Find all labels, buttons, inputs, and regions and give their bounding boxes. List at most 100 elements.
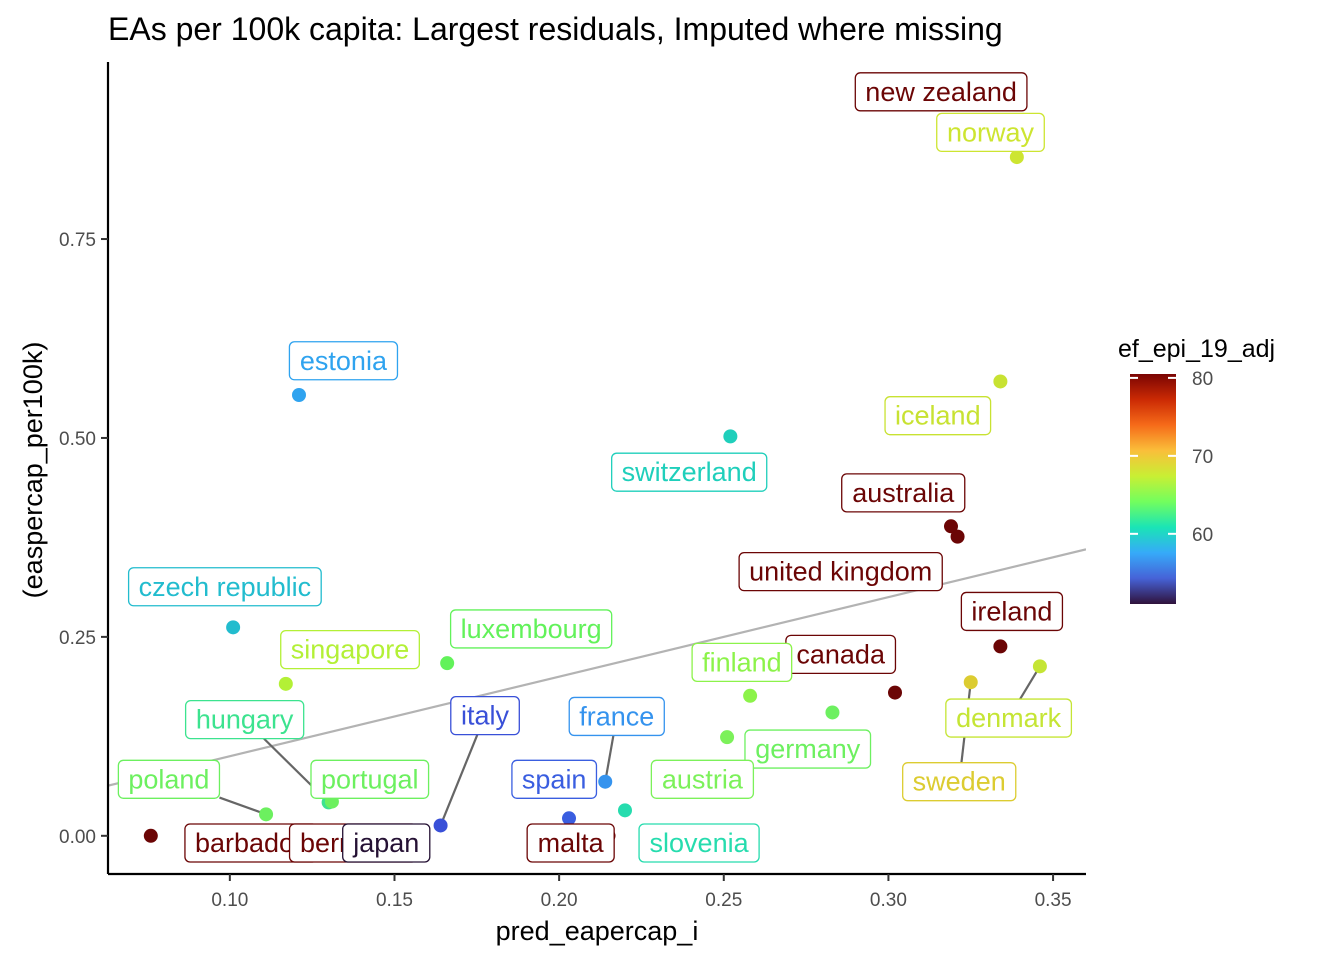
data-points [143, 92, 1047, 843]
label-poland: poland [117, 759, 221, 799]
label-text: italy [461, 701, 510, 731]
label-box [450, 696, 520, 736]
color-legend: ef_epi_19_adj 60 70 80 [1118, 335, 1275, 604]
leader-poland [219, 796, 267, 816]
label-box [902, 762, 1017, 802]
y-tick-label: 0.25 [59, 628, 96, 649]
label-text: singapore [291, 635, 410, 665]
label-box [936, 112, 1045, 153]
label-box [738, 551, 943, 592]
label-czech-republic: czech republic [127, 567, 322, 607]
point-australia [943, 519, 958, 534]
label-box [184, 699, 305, 740]
label-japan: japan [342, 823, 431, 863]
x-tick-label: 0.10 [211, 890, 248, 911]
point-slovenia [617, 803, 632, 818]
x-tick-label: 0.20 [541, 890, 578, 911]
label-singapore: singapore [280, 629, 420, 670]
x-tick-label: 0.15 [376, 890, 413, 911]
label-slovenia: slovenia [638, 823, 760, 863]
point-austria [720, 730, 735, 745]
point-italy [433, 818, 448, 833]
label-box [650, 759, 755, 799]
label-new-zealand: new zealand [854, 72, 1028, 112]
x-axis-title: pred_eapercap_i [496, 916, 699, 946]
point-united-kingdom [950, 529, 965, 544]
label-text: norway [947, 117, 1035, 147]
label-box [310, 759, 430, 799]
label-barbados: barbados [184, 823, 319, 863]
point-singapore [278, 676, 293, 691]
point-czech-republic [226, 620, 241, 635]
label-text: barbados [195, 828, 308, 858]
point-spain [562, 811, 577, 826]
label-text: slovenia [650, 828, 750, 858]
y-tick-label: 0.50 [59, 429, 96, 450]
label-box [691, 642, 793, 682]
label-text: new zealand [865, 77, 1017, 107]
point-poland [259, 807, 274, 822]
point-germany [825, 705, 840, 720]
label-finland: finland [691, 642, 793, 682]
label-box [342, 823, 431, 863]
x-tick-label: 0.30 [870, 890, 907, 911]
point-barbados [143, 828, 158, 843]
label-text: estonia [300, 346, 388, 376]
y-axis-ticks: 0.00 0.25 0.50 0.75 [59, 230, 108, 848]
label-text: portugal [321, 764, 419, 794]
y-tick-label: 0.00 [59, 827, 96, 848]
label-sweden: sweden [902, 762, 1017, 802]
label-box [638, 823, 760, 863]
label-italy: italy [450, 696, 520, 736]
point-switzerland [723, 429, 738, 444]
label-box [526, 823, 615, 863]
label-norway: norway [936, 112, 1045, 153]
legend-tick-label: 70 [1192, 447, 1213, 468]
point-ireland [993, 639, 1008, 654]
label-united-kingdom: united kingdom [738, 551, 943, 592]
point-france [598, 774, 613, 789]
point-denmark [1032, 659, 1047, 674]
x-tick-label: 0.35 [1035, 890, 1072, 911]
label-ireland: ireland [960, 591, 1064, 632]
label-switzerland: switzerland [611, 452, 768, 492]
label-text: canada [796, 639, 886, 669]
y-axis-title: (easpercap_per100k) [18, 342, 48, 599]
label-box [945, 698, 1073, 738]
label-box [611, 452, 768, 492]
label-box [127, 567, 322, 607]
legend-colorbar [1130, 374, 1176, 604]
leader-italy [439, 734, 479, 826]
label-text: czech republic [139, 572, 312, 602]
label-text: ireland [971, 596, 1052, 626]
label-text: hungary [196, 705, 294, 735]
label-germany: germany [744, 729, 872, 769]
label-box [960, 591, 1064, 632]
label-box [854, 72, 1028, 112]
label-hungary: hungary [184, 699, 305, 740]
label-austria: austria [650, 759, 755, 799]
label-france: france [568, 696, 665, 737]
label-spain: spain [511, 759, 598, 799]
label-denmark: denmark [945, 698, 1073, 738]
label-text: iceland [895, 401, 981, 431]
point-norway [1009, 150, 1024, 165]
label-text: france [579, 701, 654, 731]
legend-tick-label: 80 [1192, 369, 1213, 390]
label-text: luxembourg [461, 614, 602, 644]
point-sweden [963, 675, 978, 690]
label-malta: malta [526, 823, 615, 863]
legend-ticks: 60 70 80 [1130, 369, 1213, 546]
label-box [280, 629, 420, 670]
label-text: germany [755, 734, 861, 764]
label-box [568, 696, 665, 737]
label-estonia: estonia [288, 341, 399, 381]
label-iceland: iceland [884, 396, 992, 436]
point-labels: new zealand norway iceland estonia switzerla… [117, 72, 1073, 863]
label-box [841, 473, 966, 513]
point-luxembourg [440, 656, 455, 671]
label-luxembourg: luxembourg [449, 609, 613, 649]
label-portugal: portugal [310, 759, 430, 799]
point-canada [888, 685, 903, 700]
